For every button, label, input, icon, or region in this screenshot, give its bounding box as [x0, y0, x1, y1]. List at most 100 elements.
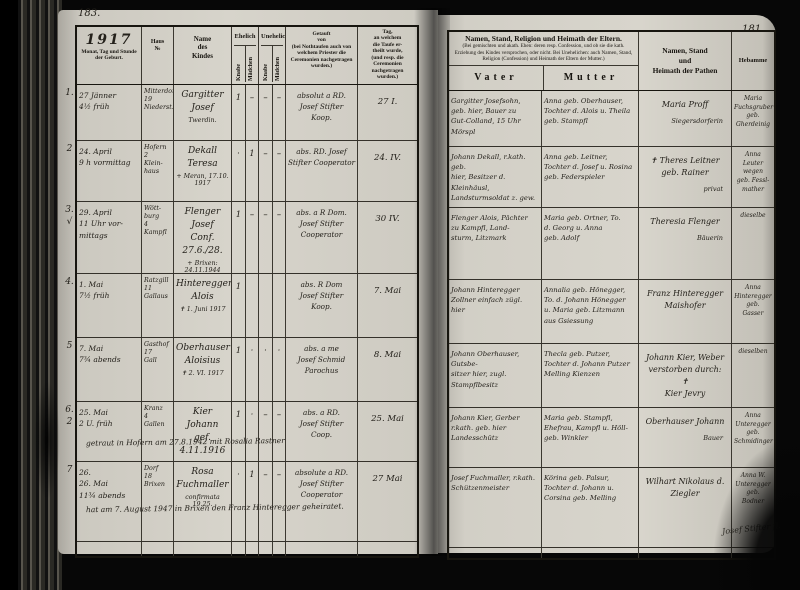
cell-child-name: Kier Johann gef. 4.11.1916 — [174, 402, 232, 461]
cell-mark-ehelich-maedchen — [246, 274, 259, 337]
entry-number: 6. 2 — [65, 405, 74, 427]
register-row-left-2: 2 24. April 9 h vormittag Hofern 2 Klein… — [67, 141, 417, 202]
register-row-left-4: 4. 1. Mai 7½ früh Ratzgill 11 Gallaus Hi… — [65, 274, 417, 338]
cell-baptized-by: abs. a RD. Josef Stifter Coop. — [286, 402, 358, 461]
entry-number: 1. — [65, 88, 74, 98]
cell-mark-unehelich-maedchen: – — [273, 141, 286, 201]
cell-child-name: Oberhauser Aloisius ✝ 2. VI. 1917 — [174, 338, 232, 401]
cell-baptized-by: absolut a RD. Josef Stifter Koop. — [286, 85, 358, 140]
cell-mark-ehelich-maedchen: 1 — [246, 462, 259, 541]
cell-mother: Maria geb. Stampfl, Ehefrau, Kampfl u. H… — [542, 408, 639, 467]
godparents-note: Bäuerin — [696, 234, 723, 242]
cell-baptism-day: 30 IV. — [375, 214, 400, 224]
cell-mother: Maria geb. Ortner, To. d. Georg u. Anna … — [542, 208, 639, 279]
cell-baptism-day: 27 I. — [377, 97, 398, 107]
cell-baptism-day: 8. Mai — [373, 350, 402, 360]
cell-baptized-by: abs. a R Dom. Josef Stifter Cooperator — [286, 202, 358, 273]
child-name: Dekall Teresa — [187, 146, 218, 170]
illegitimate-boy-label: Knabe — [263, 63, 270, 81]
cell-midwife: dieselbe — [740, 212, 766, 219]
cell-mark-ehelich-knabe: 1 — [232, 338, 246, 401]
cell-baptized-by: abs. RD. Josef Stifter Cooperator — [286, 141, 358, 201]
cell-baptism-day: 25. Mai — [371, 414, 404, 424]
cell-midwife: dieselben — [738, 348, 768, 355]
child-name: Hinteregger Alois — [176, 279, 232, 303]
register-row-left-5: 5 7. Mai 7¾ abends Gasthof 17 Gall Oberh… — [67, 338, 417, 402]
header-legitimate: Ehelich Knabe Mädchen — [232, 27, 259, 84]
mother-column-label: Mutter — [563, 72, 619, 84]
header-baptized-by: Getauft von (bei Nothtaufen auch von wel… — [286, 27, 358, 84]
cell-mark-ehelich-knabe: 1 — [232, 402, 246, 461]
cell-birth-date: 24. April 9 h vormittag — [77, 141, 142, 201]
cell-child-name: Hinteregger Alois ✝ 1. Juni 1917 — [174, 274, 232, 337]
child-name: Flenger Josef Conf. 27.6./28. — [182, 207, 223, 257]
godparents-note: Bauer — [641, 406, 729, 407]
cell-mark-ehelich-knabe: · — [232, 141, 246, 201]
cell-baptized-by: abs. R Dom Josef Stifter Koop. — [286, 274, 358, 337]
header-parents: Namen, Stand, Religion und Heimath der E… — [449, 32, 639, 90]
child-note: ✝ 2. VI. 1917 — [181, 370, 224, 378]
cell-godparents: Johann Kier, Weber verstorben durch: ✝ K… — [639, 344, 732, 407]
register-row-right-5: Johann Oberhauser, Gutsbe- sitzer hier, … — [449, 344, 774, 408]
cell-baptism-day: 24. IV. — [374, 153, 401, 163]
cell-godparents: Theresia Flenger Bäuerin — [639, 208, 732, 279]
child-name: Rosa Fuchmaller — [176, 467, 229, 491]
child-name: Gargitter Josef — [181, 90, 224, 114]
book-binding — [0, 0, 62, 590]
cell-father: Johann Kier, Gerber r.kath. geb. hier La… — [449, 408, 542, 467]
godparents-note: privat — [703, 185, 723, 193]
cell-mark-unehelich-knabe: – — [259, 402, 273, 461]
cell-mark-unehelich-knabe: – — [259, 202, 273, 273]
cell-father: Flenger Alois, Pächter zu Kampfl, Land- … — [449, 208, 542, 279]
godparents-name: Franz Hinteregger Maishofer — [646, 289, 724, 310]
entry-number: 7 — [66, 465, 73, 475]
cell-mother: Körina geb. Palsur, Tochter d. Johann u.… — [542, 468, 639, 547]
scan-corner-shadow — [714, 440, 800, 590]
cell-baptism-day: 7. Mai — [373, 286, 402, 296]
cell-mark-ehelich-maedchen: – — [246, 202, 259, 273]
godparents-name: Johann Kier, Weber verstorben durch: ✝ K… — [645, 353, 725, 398]
book-spine-shadow — [414, 8, 450, 556]
cell-mark-unehelich-maedchen: – — [273, 202, 286, 273]
child-name: Kier Johann gef. 4.11.1916 — [179, 407, 226, 457]
cell-child-name: Dekall Teresa + Meran, 17.10. 1917 — [174, 141, 232, 201]
cell-godparents: Oberhauser Johann Bauer — [639, 408, 732, 467]
parents-title: Namen, Stand, Religion und Heimath der E… — [465, 34, 622, 43]
cell-father: Johann Hinteregger Zollner einfach zügl.… — [449, 280, 542, 343]
register-row-left-3: 3. √ 29. April 11 Uhr vor- mittags Wött-… — [65, 202, 417, 274]
header-godparents: Namen, Stand und Heimath der Pathen — [639, 32, 732, 90]
cell-mark-ehelich-maedchen: · — [246, 338, 259, 401]
cell-godparents: Maria Proff Siegersdorferin — [639, 91, 732, 146]
header-midwife: Hebamme — [738, 56, 768, 64]
cell-mark-unehelich-maedchen: – — [273, 462, 286, 541]
cell-birth-date: 7. Mai 7¾ abends — [77, 338, 142, 401]
godparents-name: Theresia Flenger — [650, 217, 720, 226]
register-row-right-4: Johann Hinteregger Zollner einfach zügl.… — [449, 280, 774, 344]
cell-house-number: Kranz 4 Gallen — [142, 402, 174, 461]
cell-house-number: Mitterdorf 19 Niederst. — [142, 85, 174, 140]
entry-number: 2 — [66, 144, 73, 154]
cell-mark-ehelich-maedchen: 1 — [246, 141, 259, 201]
cell-mark-ehelich-maedchen: · — [246, 402, 259, 461]
cell-child-name: Gargitter Josef Twerdin. — [174, 85, 232, 140]
left-table-header: 1917 Monat, Tag und Stunde der Geburt. H… — [77, 27, 417, 85]
cell-mark-unehelich-knabe: – — [259, 462, 273, 541]
header-child-name: Name des Kindes — [174, 27, 232, 84]
child-note: Twerdin. — [188, 117, 217, 125]
parents-subtitle: (Bei gemischten und akath. Ehen: deren r… — [449, 43, 638, 66]
cell-mark-unehelich-knabe — [259, 274, 273, 337]
cell-baptized-by: abs. a me Josef Schmid Parochus — [286, 338, 358, 401]
cell-house-number: Dorf 18 Brixen — [142, 462, 174, 541]
register-row-right-3: Flenger Alois, Pächter zu Kampfl, Land- … — [449, 208, 774, 280]
header-baptism-day: Tag, an welchem die Taufe er- theilt wur… — [371, 29, 404, 81]
cell-mark-ehelich-knabe: 1 — [232, 274, 246, 337]
cell-baptism-day: 27 Mai — [372, 474, 403, 484]
binding-shadow — [34, 380, 60, 500]
illegitimate-girl-label: Mädchen — [274, 57, 281, 81]
cell-father: Johann Dekall, r.kath. geb. hier, Besitz… — [449, 147, 542, 207]
register-row-right-6: Johann Kier, Gerber r.kath. geb. hier La… — [449, 408, 774, 468]
cell-mother: Thecla geb. Putzer, Tochter d. Johann Pu… — [542, 344, 639, 407]
godparents-note: Bauer — [703, 434, 723, 442]
cell-midwife: Anna Hinteregger geb. Gasser — [734, 284, 772, 318]
cell-house-number: Hofern 2 Klein- haus — [142, 141, 174, 201]
